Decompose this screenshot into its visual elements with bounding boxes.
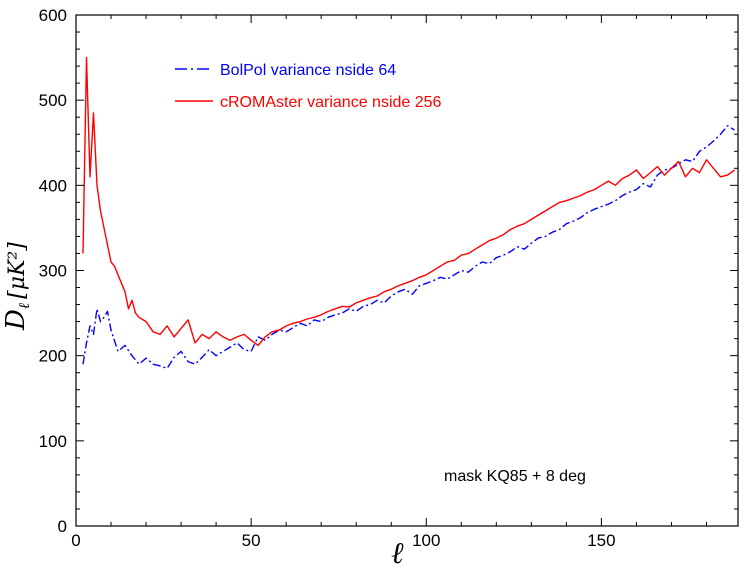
legend-label-bolpol: BolPol variance nside 64	[220, 62, 396, 79]
svg-text:Dℓ[μK²]: Dℓ [μK²]	[1, 242, 33, 331]
legend: BolPol variance nside 64 cROMAster varia…	[175, 62, 442, 111]
y-axis-title: Dℓ [μK²]	[1, 242, 33, 331]
series-layer	[82, 56, 735, 370]
y-axis-title-units: [μK²]	[5, 242, 30, 299]
ticks-layer: 0 50 100 150 0 100 200 300 400 500 600	[39, 6, 738, 550]
mask-annotation: mask KQ85 + 8 deg	[444, 468, 586, 485]
y-tick-label: 600	[39, 6, 67, 25]
legend-label-cromaster: cROMAster variance nside 256	[220, 94, 442, 111]
y-tick-label: 200	[39, 347, 67, 366]
y-tick-label: 0	[58, 517, 67, 536]
x-tick-label: 50	[242, 531, 261, 550]
x-tick-label: 0	[71, 531, 80, 550]
y-axis-title-main: D	[1, 309, 31, 331]
plot-frame	[75, 14, 739, 527]
x-tick-label: 150	[587, 531, 615, 550]
y-axis-title-sub: ℓ	[15, 303, 33, 309]
x-tick-label: 100	[412, 531, 440, 550]
bolpol-series-line	[82, 124, 735, 370]
plot-area	[75, 14, 739, 527]
y-tick-label: 300	[39, 262, 67, 281]
y-tick-label: 100	[39, 432, 67, 451]
cromaster-series-line	[82, 56, 735, 347]
y-tick-label: 500	[39, 91, 67, 110]
y-tick-label: 400	[39, 176, 67, 195]
x-axis-title: ℓ	[391, 536, 404, 571]
